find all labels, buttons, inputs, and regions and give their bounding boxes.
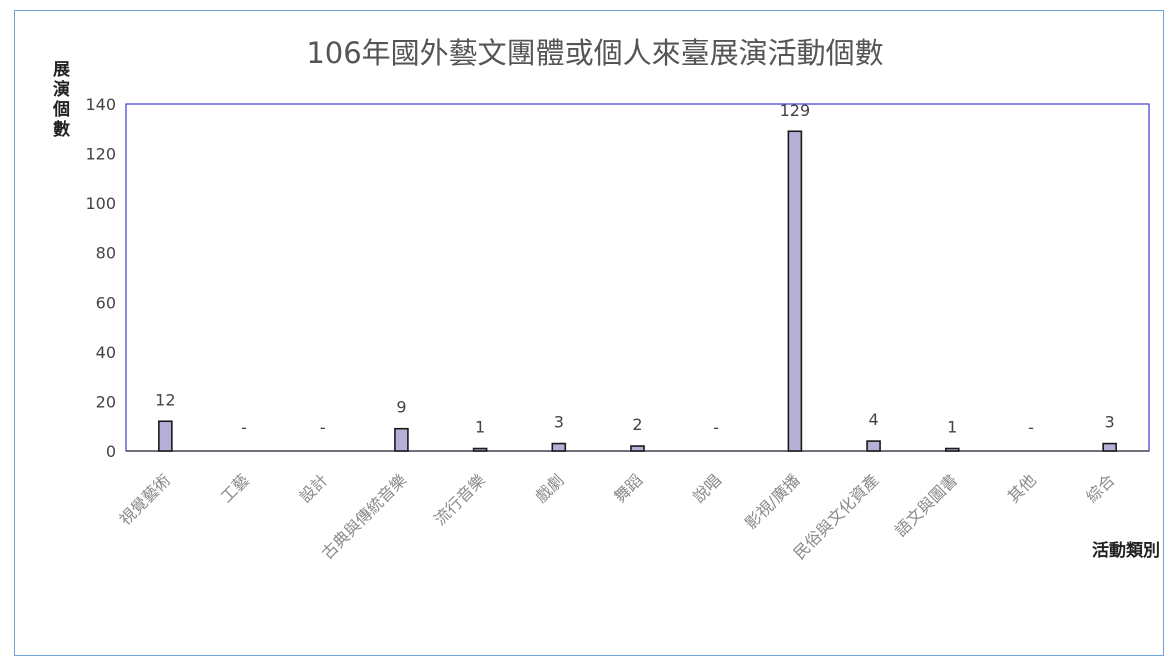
category-label: 說唱 [689,470,725,506]
bar [472,447,488,452]
data-label: 3 [1105,413,1115,432]
data-labels: 12 - - 9 1 3 2 - 129 4 1 - 3 [155,101,1115,437]
category-label: 綜合 [1082,470,1118,506]
bar [787,130,803,452]
y-tick-label: 100 [85,194,116,213]
category-label: 舞蹈 [610,470,646,506]
data-label: 2 [632,415,642,434]
bar [1102,442,1117,452]
y-axis-ticks: 0 20 40 60 80 100 120 140 [85,95,116,461]
data-label: 129 [780,101,811,120]
bar [944,447,960,452]
category-label: 視覺藝術 [115,470,174,529]
y-tick-label: 40 [96,343,116,362]
category-label: 民俗與文化資產 [790,470,883,563]
bar [551,442,567,452]
chart-frame: 106年國外藝文團體或個人來臺展演活動個數 展演個數 活動類別 0 20 40 60 8… [14,10,1164,656]
bars [158,130,1117,452]
data-label: 1 [475,418,485,437]
category-label: 語文與圖書 [891,470,961,540]
y-axis-label: 展演個數 [52,60,70,140]
x-axis-label: 活動類別 [1092,540,1160,561]
category-label: 流行音樂 [430,470,489,529]
data-label: 1 [947,418,957,437]
chart-title: 106年國外藝文團體或個人來臺展演活動個數 [306,36,883,70]
bar [866,440,881,452]
data-label: - [320,418,326,437]
data-label: 3 [554,413,564,432]
y-tick-label: 20 [96,392,116,411]
plot-area-border [125,103,1150,452]
category-label: 工藝 [217,470,253,506]
y-tick-label: 0 [106,442,116,461]
data-label: - [713,418,719,437]
data-label: 4 [868,410,878,429]
y-tick-label: 140 [85,95,116,114]
bar [394,427,409,452]
category-label: 影視/廣播 [741,470,804,533]
bar [158,420,173,452]
data-label: - [1028,418,1034,437]
bar-chart: 106年國外藝文團體或個人來臺展演活動個數 展演個數 活動類別 0 20 40 60 8… [52,36,1160,563]
data-label: - [241,418,247,437]
y-tick-label: 80 [96,244,116,263]
y-tick-label: 120 [85,145,116,164]
data-label: 9 [396,398,406,417]
category-label: 其他 [1004,470,1040,506]
bar [630,445,645,452]
category-label: 戲劇 [532,470,568,506]
data-label: 12 [155,390,175,409]
category-label: 古典與傳統音樂 [318,470,411,563]
category-label: 設計 [295,470,331,506]
y-tick-label: 60 [96,293,116,312]
